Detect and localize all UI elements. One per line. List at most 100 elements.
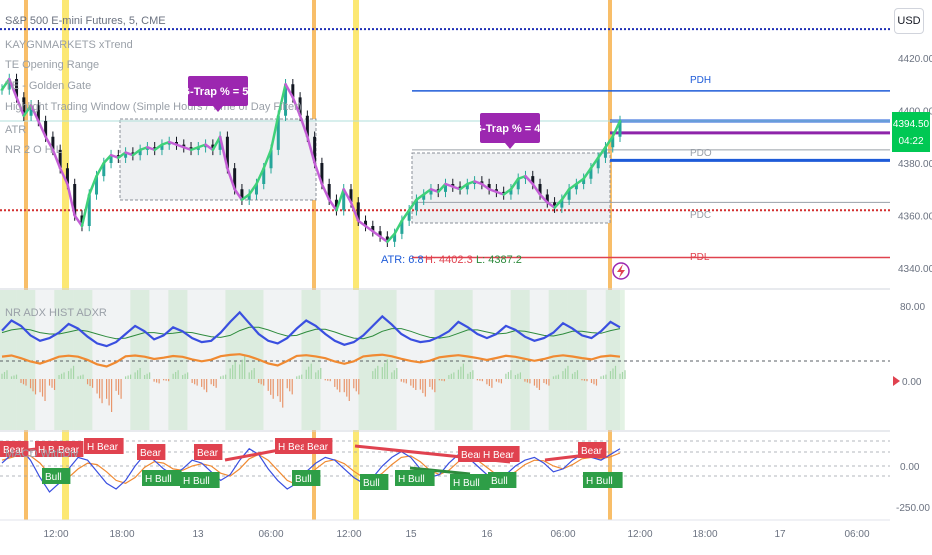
trend-segment bbox=[436, 182, 447, 194]
divergence-badge-label: H Bear bbox=[278, 442, 310, 453]
time-label: 12:00 bbox=[627, 529, 652, 540]
trend-segment bbox=[589, 156, 600, 170]
candle bbox=[327, 184, 331, 200]
time-label: 06:00 bbox=[844, 529, 869, 540]
divergence-badge bbox=[395, 470, 435, 486]
trend-segment bbox=[124, 151, 135, 157]
candle bbox=[313, 136, 317, 163]
price-tick: 4380.00 bbox=[898, 159, 932, 170]
trend-segment bbox=[386, 232, 396, 243]
adx-shade-band bbox=[453, 290, 473, 430]
trend-segment bbox=[262, 148, 273, 170]
candle bbox=[95, 176, 99, 195]
divergence-badge-label: Bear bbox=[197, 448, 219, 459]
candle bbox=[124, 152, 128, 158]
candle bbox=[7, 79, 11, 90]
candle bbox=[262, 168, 266, 184]
divergence-badge-label: Bear bbox=[461, 450, 483, 461]
candle bbox=[51, 136, 55, 150]
divergence-badge-label: H Bull bbox=[398, 474, 425, 485]
gtrap-text-1: G-Trap % = 52 bbox=[181, 86, 254, 98]
candle bbox=[567, 189, 571, 200]
time-label: 17 bbox=[774, 529, 786, 540]
trend-segment bbox=[255, 167, 265, 186]
indicator-atr[interactable]: ATR bbox=[5, 124, 26, 136]
macd-line bbox=[1, 447, 621, 493]
time-label: 12:00 bbox=[336, 529, 361, 540]
trend-segment bbox=[284, 83, 295, 99]
price-pane[interactable] bbox=[0, 28, 890, 259]
candle bbox=[349, 189, 353, 203]
pane3-title[interactable]: MACD WithDiv bbox=[5, 448, 79, 460]
session-band bbox=[353, 0, 359, 520]
candle bbox=[582, 178, 586, 184]
trend-segment bbox=[320, 182, 331, 201]
trend-segment bbox=[473, 180, 484, 186]
candle bbox=[465, 184, 469, 190]
trend-segment bbox=[95, 161, 106, 178]
trend-segment bbox=[51, 148, 62, 170]
pane2-title[interactable]: NR ADX HIST ADXR bbox=[5, 307, 107, 319]
time-label: 15 bbox=[405, 529, 417, 540]
price-axis-bg bbox=[890, 0, 932, 550]
atr-low: L: 4387.2 bbox=[476, 254, 522, 266]
trend-segment bbox=[487, 188, 498, 194]
divergence-badge-label: Bull bbox=[45, 472, 62, 483]
trend-segment bbox=[604, 135, 614, 149]
price-tick: 4360.00 bbox=[898, 212, 932, 223]
symbol-title[interactable]: S&P 500 E-mini Futures, 5, CME bbox=[5, 15, 166, 27]
candle bbox=[553, 202, 557, 208]
gtrap-label-1[interactable]: G-Trap % = 52 bbox=[181, 76, 255, 112]
candle bbox=[65, 168, 69, 184]
candle bbox=[305, 115, 309, 137]
trend-segment bbox=[538, 193, 549, 204]
candle bbox=[211, 144, 215, 150]
trend-segment bbox=[582, 167, 593, 180]
atr-readout: ATR: 6.8 H: 4402.3 L: 4387.2 bbox=[381, 254, 522, 266]
price-box-value: 4394.50 bbox=[893, 119, 930, 130]
indicator-opening-range[interactable]: TE Opening Range bbox=[5, 59, 99, 71]
divergence-badge-label: H Bear bbox=[483, 450, 515, 461]
trend-segment bbox=[342, 188, 353, 204]
time-label: 12:00 bbox=[43, 529, 68, 540]
candle bbox=[487, 184, 491, 190]
trend-segment bbox=[364, 224, 375, 233]
indicator-golden-gate[interactable]: TE - Golden Gate bbox=[5, 80, 91, 92]
divergence-badge-label: Bull bbox=[363, 478, 380, 489]
trend-segment bbox=[611, 119, 622, 138]
pdl-label: PDL bbox=[690, 252, 710, 263]
pdh-label: PDH bbox=[690, 75, 711, 86]
trend-segment bbox=[524, 174, 535, 186]
divergence-badge-label: Bear bbox=[58, 445, 80, 456]
trend-segment bbox=[131, 148, 142, 157]
candle bbox=[102, 163, 106, 177]
candle bbox=[284, 84, 288, 116]
candle bbox=[225, 136, 229, 169]
trend-segment bbox=[335, 188, 345, 212]
gtrap-label-2[interactable]: G-Trap % = 48 bbox=[473, 113, 547, 149]
currency-button[interactable]: USD bbox=[894, 8, 924, 34]
trend-segment bbox=[29, 104, 40, 123]
pdc-label: PDC bbox=[690, 210, 711, 221]
divergence-badge bbox=[0, 441, 29, 457]
trend-segment bbox=[327, 198, 338, 212]
trend-segment bbox=[444, 182, 455, 188]
indicator-xtrend[interactable]: KAYGNMARKETS xTrend bbox=[5, 39, 133, 51]
divergence-badge bbox=[292, 470, 321, 486]
adx-pane[interactable] bbox=[0, 290, 890, 430]
candle bbox=[378, 231, 382, 237]
indicator-nr[interactable]: NR 2 O H L bbox=[5, 144, 62, 156]
lightning-icon[interactable] bbox=[612, 262, 630, 280]
candle bbox=[29, 105, 33, 116]
trend-segment bbox=[197, 143, 207, 149]
trend-segment bbox=[218, 135, 229, 170]
trend-segment bbox=[451, 185, 462, 191]
time-axis[interactable]: 12:00 18:00 13 06:00 12:00 15 16 06:00 12:00 18:0… bbox=[43, 529, 869, 540]
session-highlights bbox=[24, 0, 612, 520]
indicator-trading-window[interactable]: Highlight Trading Window (Simple Hours /… bbox=[5, 101, 301, 113]
divergence-badge-label: Bull bbox=[295, 474, 312, 485]
candle bbox=[356, 202, 360, 221]
